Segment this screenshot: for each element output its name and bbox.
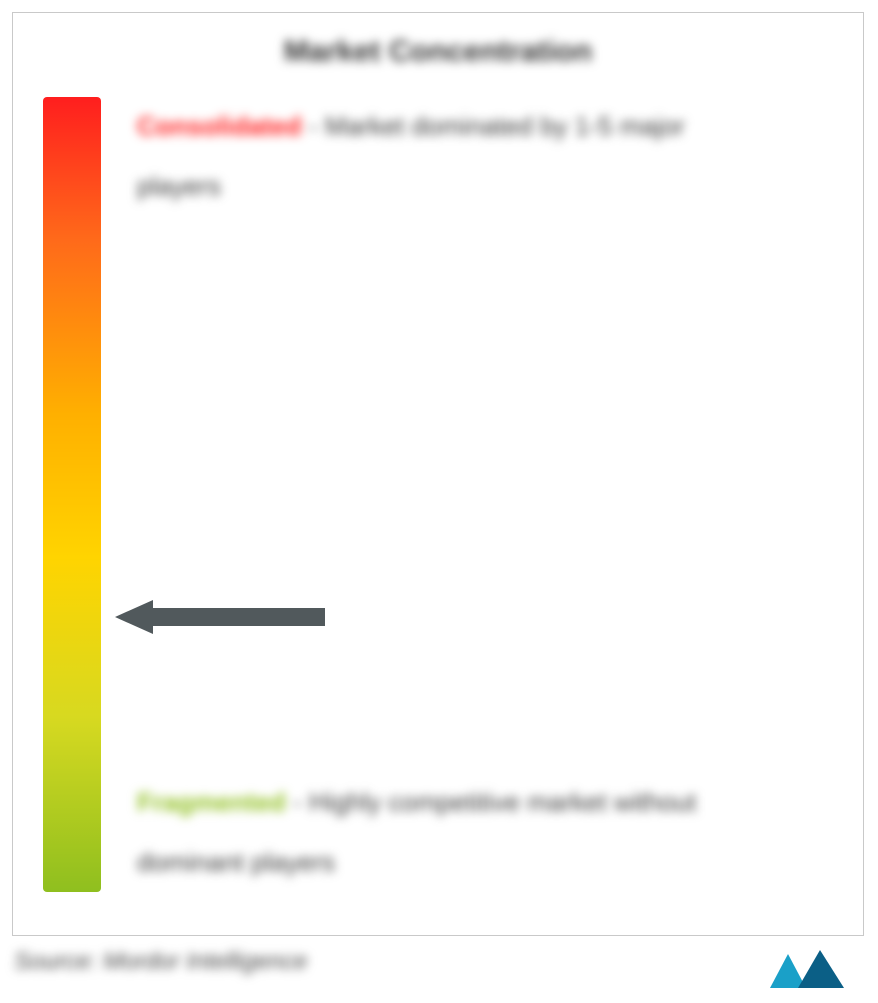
- consolidated-block: Consolidated - Market dominated by 1-5 m…: [137, 97, 823, 217]
- fragmented-line2: dominant players: [137, 833, 823, 893]
- fragmented-rest: - Highly competitive market without: [293, 787, 696, 817]
- concentration-card: Market Concentration Consolidated - Mark…: [12, 12, 864, 936]
- consolidated-lead: Consolidated: [137, 111, 302, 141]
- consolidated-rest: - Market dominated by 1-5 major: [309, 111, 685, 141]
- arrow-left-icon: [115, 600, 325, 634]
- consolidated-line2: players: [137, 157, 823, 217]
- gradient-scale: [43, 97, 101, 892]
- indicator-arrow: [115, 600, 325, 634]
- brand-logo: [764, 948, 850, 994]
- fragmented-line1: Fragmented - Highly competitive market w…: [137, 773, 823, 833]
- description-area: Consolidated - Market dominated by 1-5 m…: [101, 97, 833, 897]
- fragmented-block: Fragmented - Highly competitive market w…: [137, 773, 823, 893]
- card-title: Market Concentration: [43, 35, 833, 69]
- fragmented-lead: Fragmented: [137, 787, 286, 817]
- source-footer: Source: Mordor Intelligence: [14, 948, 307, 976]
- card-body: Consolidated - Market dominated by 1-5 m…: [43, 97, 833, 897]
- logo-right-peak-icon: [798, 950, 844, 988]
- consolidated-line1: Consolidated - Market dominated by 1-5 m…: [137, 97, 823, 157]
- logo-left-peak-icon: [770, 954, 806, 988]
